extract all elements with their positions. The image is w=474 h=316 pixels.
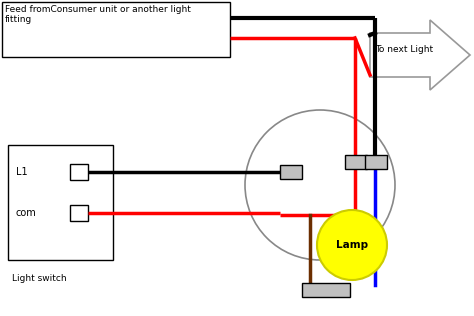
Bar	[302, 283, 350, 297]
Text: L1: L1	[16, 167, 27, 177]
Circle shape	[317, 210, 387, 280]
Bar	[365, 155, 387, 169]
Bar	[70, 205, 88, 221]
Bar	[2, 2, 230, 57]
Text: Light switch: Light switch	[12, 274, 67, 283]
Text: com: com	[16, 208, 37, 218]
Text: Lamp: Lamp	[336, 240, 368, 250]
Circle shape	[245, 110, 395, 260]
Bar	[70, 164, 88, 180]
Text: To next Light: To next Light	[375, 46, 433, 54]
Text: Feed fromConsumer unit or another light
fitting: Feed fromConsumer unit or another light …	[5, 5, 191, 24]
Bar	[8, 145, 113, 260]
Bar	[280, 165, 302, 179]
Bar	[345, 155, 367, 169]
Polygon shape	[370, 20, 470, 90]
